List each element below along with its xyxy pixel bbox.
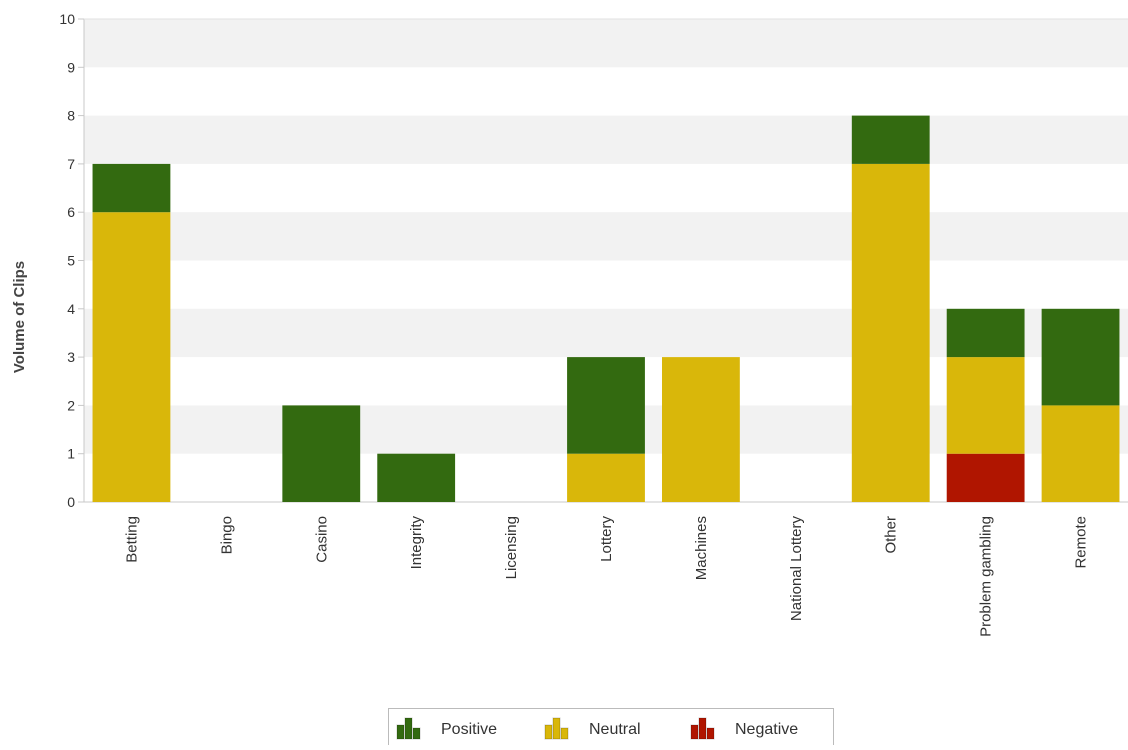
legend-item-positive[interactable]: Positive [396,717,497,740]
grid-band [84,212,1128,261]
y-tick-label: 10 [59,11,75,27]
y-axis-label: Volume of Clips [11,261,28,373]
y-tick-label: 3 [67,349,75,365]
grid-band [84,19,1128,68]
x-tick-label: Problem gambling [978,516,995,637]
bar-segment-positive[interactable] [282,405,361,502]
legend-item-neutral[interactable]: Neutral [544,717,641,740]
legend-item-negative[interactable]: Negative [690,717,798,740]
x-tick-label: Betting [123,516,140,563]
y-tick-label: 2 [67,397,75,413]
y-tick-label: 4 [67,301,75,317]
y-tick-label: 0 [67,494,75,510]
bar-chart-icon [544,717,569,740]
x-tick-label: Bingo [218,516,235,554]
bar-segment-positive[interactable] [851,115,930,164]
x-tick-label: Lottery [598,516,615,562]
x-tick-label: Machines [693,516,710,580]
y-tick-labels: 0 1 2 3 4 5 6 7 8 9 10 [59,11,84,510]
bar-segment-positive[interactable] [1041,308,1120,406]
bar-segment-neutral[interactable] [1041,405,1120,502]
y-tick-label: 8 [67,108,75,124]
legend-label: Neutral [589,721,641,738]
bar-chart-icon [690,717,715,740]
legend-label: Positive [441,721,497,738]
bar-segment-neutral[interactable] [851,163,930,502]
y-tick-label: 5 [67,253,75,269]
x-tick-label: Integrity [408,516,425,570]
bar-chart-icon [396,717,421,740]
y-tick-label: 7 [67,156,75,172]
x-tick-label: Remote [1073,516,1090,569]
x-tick-label: National Lottery [788,516,805,622]
y-tick-label: 1 [67,446,75,462]
bar-segment-positive[interactable] [92,163,171,213]
legend-box [388,708,834,746]
bar-segment-neutral[interactable] [946,357,1025,454]
bar-segment-neutral[interactable] [567,453,645,502]
x-tick-labels: Betting Bingo Casino Integrity Licensing Lott… [123,516,1089,637]
x-tick-label: Other [883,516,900,554]
bar-segment-positive[interactable] [567,357,645,454]
legend-label: Negative [735,721,798,738]
bar-segment-neutral[interactable] [92,212,171,502]
y-tick-label: 6 [67,204,75,220]
y-tick-label: 9 [67,59,75,75]
legend: Positive Neutral Negative [388,708,834,746]
bars-group [92,115,1120,502]
grid-band [84,115,1128,164]
bar-segment-positive[interactable] [946,308,1025,358]
bar-segment-negative[interactable] [946,453,1025,502]
x-tick-label: Licensing [503,516,520,579]
bar-segment-positive[interactable] [377,453,456,502]
bar-segment-neutral[interactable] [661,357,740,502]
x-tick-label: Casino [313,516,330,563]
